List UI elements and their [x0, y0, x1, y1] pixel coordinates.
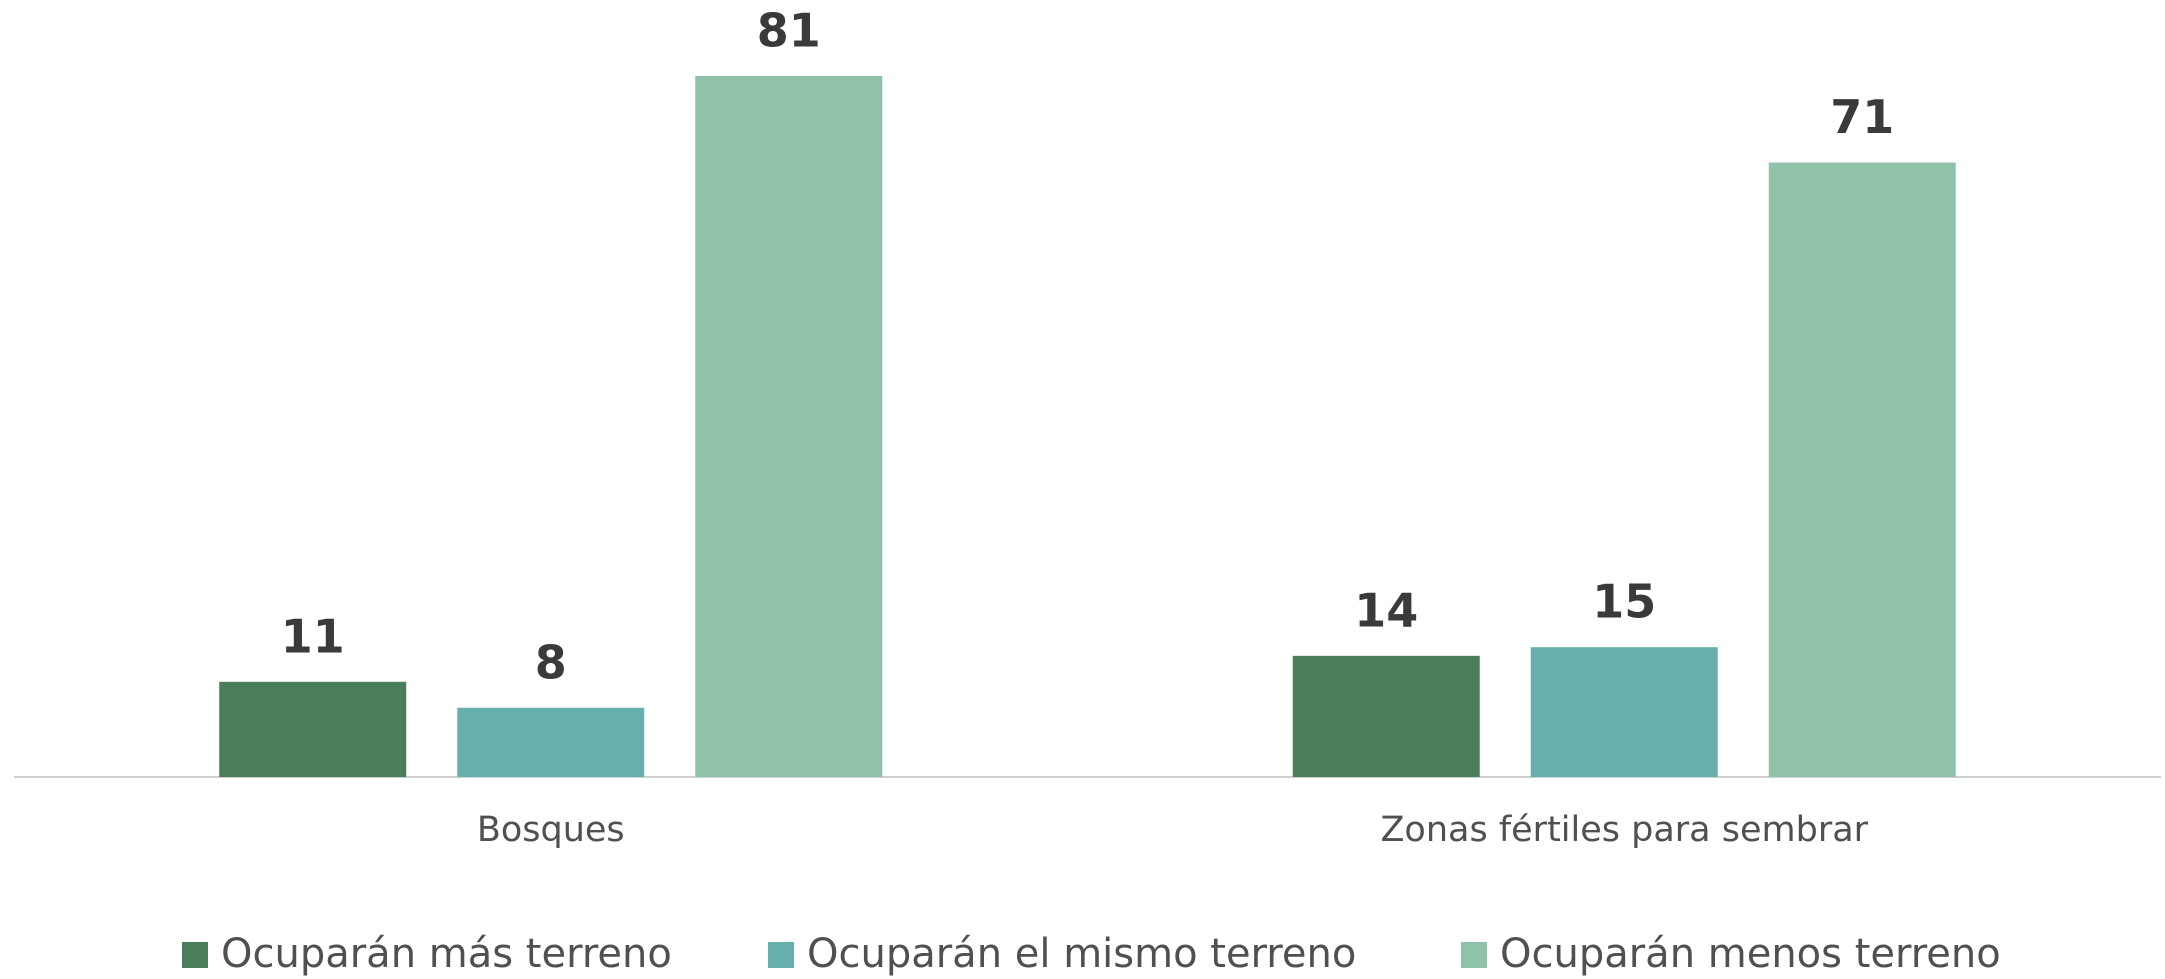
bar — [1768, 162, 1956, 777]
value-label: 71 — [1830, 90, 1894, 144]
value-label: 15 — [1592, 575, 1656, 629]
legend-label: Ocuparán más terreno — [221, 931, 672, 977]
value-label: 8 — [535, 635, 567, 689]
legend-swatch — [182, 942, 208, 968]
legend-swatch — [768, 942, 794, 968]
bar — [1530, 647, 1718, 777]
bar — [1292, 655, 1480, 777]
legend-label: Ocuparán menos terreno — [1500, 931, 2001, 977]
bar — [219, 681, 407, 777]
legend-label: Ocuparán el mismo terreno — [807, 931, 1356, 977]
x-tick-label: Zonas fértiles para sembrar — [1380, 810, 1868, 850]
value-label: 11 — [281, 609, 345, 663]
value-label: 14 — [1354, 583, 1418, 637]
legend-swatch — [1461, 942, 1487, 968]
bar — [457, 707, 645, 777]
value-label: 81 — [757, 4, 821, 58]
x-tick-label: Bosques — [477, 810, 625, 850]
bar — [695, 76, 883, 777]
